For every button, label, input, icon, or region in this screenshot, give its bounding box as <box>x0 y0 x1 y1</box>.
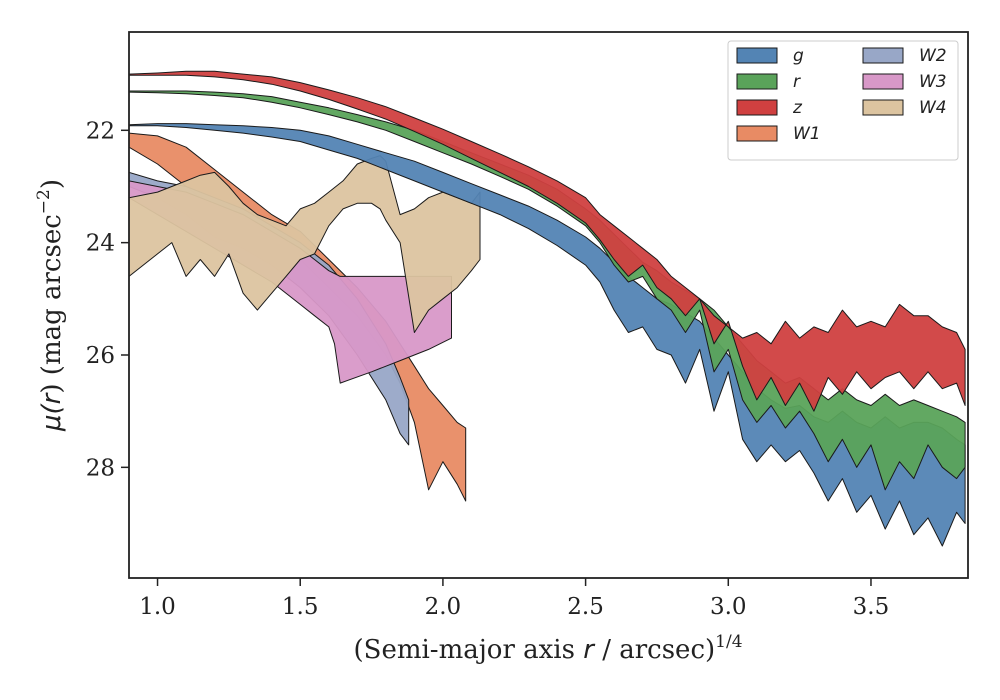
x-axis: 1.0 1.5 2.0 2.5 3.0 3.5 <box>139 578 889 620</box>
legend-label-w2: W2 <box>919 46 947 66</box>
legend-label-z: z <box>792 98 803 118</box>
legend-label-w3: W3 <box>919 72 947 92</box>
legend-swatch-z <box>736 99 778 116</box>
legend-swatch-g <box>736 47 778 64</box>
x-axis-label: (Semi-major axis r / arcsec)1/4 <box>353 632 742 665</box>
y-axis-label: μ(r) (mag arcsec−2) <box>34 179 67 432</box>
x-tick-label: 2.5 <box>567 594 604 620</box>
x-tick-label: 1.5 <box>282 594 319 620</box>
band-w4 <box>129 155 481 333</box>
legend-swatch-w2 <box>862 47 904 64</box>
x-tick-label: 1.0 <box>139 594 176 620</box>
bands-layer <box>129 70 966 547</box>
plot-frame <box>128 31 969 579</box>
legend-label-g: g <box>793 46 804 66</box>
y-tick-label: 28 <box>86 455 115 481</box>
legend-label-r: r <box>793 72 801 92</box>
legend-swatch-w1 <box>736 125 778 142</box>
y-axis: 22 24 26 28 <box>86 118 129 481</box>
y-tick-label: 22 <box>86 118 115 144</box>
legend-swatch-w4 <box>862 99 904 116</box>
band-z <box>129 70 966 412</box>
y-tick-label: 26 <box>86 343 115 369</box>
x-tick-label: 3.5 <box>853 594 890 620</box>
x-tick-label: 3.0 <box>710 594 747 620</box>
legend: grz W1 W2 W3 W4 <box>727 40 959 161</box>
legend-swatch-r <box>736 73 778 90</box>
x-tick-label: 2.0 <box>425 594 462 620</box>
legend-label-w1: W1 <box>793 124 821 144</box>
y-tick-label: 24 <box>86 231 115 257</box>
legend-label-w4: W4 <box>919 98 947 118</box>
band-g <box>129 123 966 547</box>
legend-swatch-w3 <box>862 73 904 90</box>
